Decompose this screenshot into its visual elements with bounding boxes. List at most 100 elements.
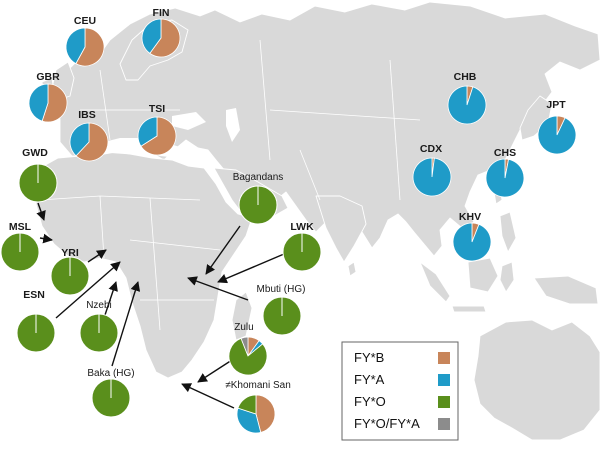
pie-slice-fyb bbox=[75, 27, 105, 67]
pie-chart-layer bbox=[0, 18, 577, 434]
border-line bbox=[99, 69, 111, 141]
pie-slice-fya bbox=[447, 85, 487, 125]
pie-mbuti bbox=[262, 296, 302, 336]
label-ibs: IBS bbox=[78, 109, 96, 121]
legend-label-fyo: FY*O bbox=[354, 394, 386, 409]
pie-khv bbox=[452, 222, 492, 262]
label-gbr: GBR bbox=[36, 71, 60, 83]
eurasia-landmass bbox=[57, 1, 600, 257]
arrow-khomani bbox=[181, 383, 235, 409]
pie-chb bbox=[447, 85, 487, 125]
pie-slice-fya bbox=[485, 158, 525, 198]
border-line bbox=[389, 59, 401, 201]
label-chs: CHS bbox=[494, 147, 516, 159]
australia-landmass bbox=[473, 319, 600, 441]
pie-slice-fya bbox=[236, 407, 262, 434]
pie-khomani bbox=[236, 394, 276, 434]
border-line bbox=[269, 109, 421, 121]
pie-slice-fyofya bbox=[240, 336, 249, 357]
pie-slice-fya bbox=[452, 222, 492, 262]
arrow-nzebi bbox=[103, 281, 118, 319]
pie-lwk bbox=[282, 232, 322, 272]
pie-slice-fya bbox=[141, 18, 162, 54]
pie-nzebi bbox=[79, 313, 119, 353]
border-line bbox=[39, 195, 201, 201]
label-baka: Baka (HG) bbox=[87, 368, 134, 379]
legend-swatch-fyb bbox=[438, 352, 450, 364]
arrow-bagandans bbox=[205, 225, 241, 275]
java-landmass bbox=[451, 305, 487, 313]
label-khv: KHV bbox=[459, 211, 481, 223]
border-line bbox=[149, 197, 161, 331]
arrow-layer bbox=[36, 202, 285, 409]
pie-esn bbox=[16, 313, 56, 353]
label-layer: CEU FIN GBR IBS TSI GWD MSL YRI ESN Nzeb… bbox=[9, 7, 566, 391]
pie-slice-fyb bbox=[149, 18, 181, 58]
label-esn: ESN bbox=[23, 289, 45, 301]
pie-slice-fya bbox=[28, 83, 49, 122]
philippines-landmass bbox=[499, 211, 517, 253]
caspian-sea bbox=[226, 108, 240, 142]
border-line bbox=[259, 39, 271, 161]
label-msl: MSL bbox=[9, 221, 32, 233]
border-line bbox=[99, 195, 105, 259]
pie-msl bbox=[0, 232, 40, 272]
pie-fin bbox=[141, 18, 181, 58]
label-gwd: GWD bbox=[22, 147, 48, 159]
label-nzebi: Nzebi bbox=[86, 300, 112, 311]
legend-swatch-fyo bbox=[438, 396, 450, 408]
madagascar-landmass bbox=[231, 291, 253, 341]
legend-label-fyb: FY*B bbox=[354, 350, 384, 365]
label-yri: YRI bbox=[61, 247, 79, 259]
arrow-yri bbox=[87, 249, 107, 263]
label-chb: CHB bbox=[454, 71, 477, 83]
pie-zulu bbox=[228, 336, 268, 376]
pie-cdx bbox=[412, 157, 452, 197]
black-sea bbox=[172, 112, 206, 130]
label-ceu: CEU bbox=[74, 15, 96, 27]
pie-slice-fyo bbox=[228, 337, 268, 376]
border-line bbox=[129, 239, 221, 251]
label-fin: FIN bbox=[153, 7, 170, 19]
arrow-mbuti bbox=[187, 276, 249, 301]
pie-ibs bbox=[69, 122, 109, 162]
pie-jpt bbox=[537, 115, 577, 155]
borneo-landmass bbox=[467, 257, 499, 293]
legend-swatch-fyo-fya bbox=[438, 418, 450, 430]
pie-slice-fya bbox=[69, 122, 90, 157]
pie-slice-fya bbox=[137, 116, 158, 147]
pie-ceu bbox=[65, 27, 105, 67]
label-tsi: TSI bbox=[149, 103, 165, 115]
pie-tsi bbox=[137, 116, 177, 156]
pie-slice-fyo bbox=[237, 394, 257, 415]
pie-slice-fyb bbox=[140, 116, 177, 156]
arrow-baka bbox=[111, 281, 141, 367]
label-cdx: CDX bbox=[420, 143, 442, 155]
pie-bagandans bbox=[238, 185, 278, 225]
legend: FY*B FY*A FY*O FY*O/FY*A bbox=[341, 341, 459, 441]
label-khomani: ≠Khomani San bbox=[225, 380, 291, 391]
pie-slice-fya bbox=[412, 157, 452, 197]
border-line bbox=[299, 149, 321, 201]
africa-landmass bbox=[35, 151, 253, 379]
label-bagandans: Bagandans bbox=[233, 172, 284, 183]
arrow-lwk bbox=[217, 253, 285, 284]
arrow-msl bbox=[39, 233, 53, 244]
label-zulu: Zulu bbox=[234, 322, 253, 333]
pie-slice-fyb bbox=[75, 122, 109, 162]
sri-lanka-landmass bbox=[347, 261, 357, 277]
pie-slice-fya bbox=[537, 115, 577, 155]
india-landmass bbox=[315, 195, 367, 263]
legend-label-fya: FY*A bbox=[354, 372, 385, 387]
label-jpt: JPT bbox=[546, 99, 566, 111]
pie-yri bbox=[50, 256, 90, 296]
label-lwk: LWK bbox=[290, 221, 314, 233]
pie-slice-fyb bbox=[255, 394, 276, 433]
pie-slice-fya bbox=[65, 27, 86, 65]
label-mbuti: Mbuti (HG) bbox=[257, 284, 306, 295]
legend-swatch-fya bbox=[438, 374, 450, 386]
arrow-gwd bbox=[36, 202, 46, 221]
pie-chs bbox=[485, 158, 525, 198]
